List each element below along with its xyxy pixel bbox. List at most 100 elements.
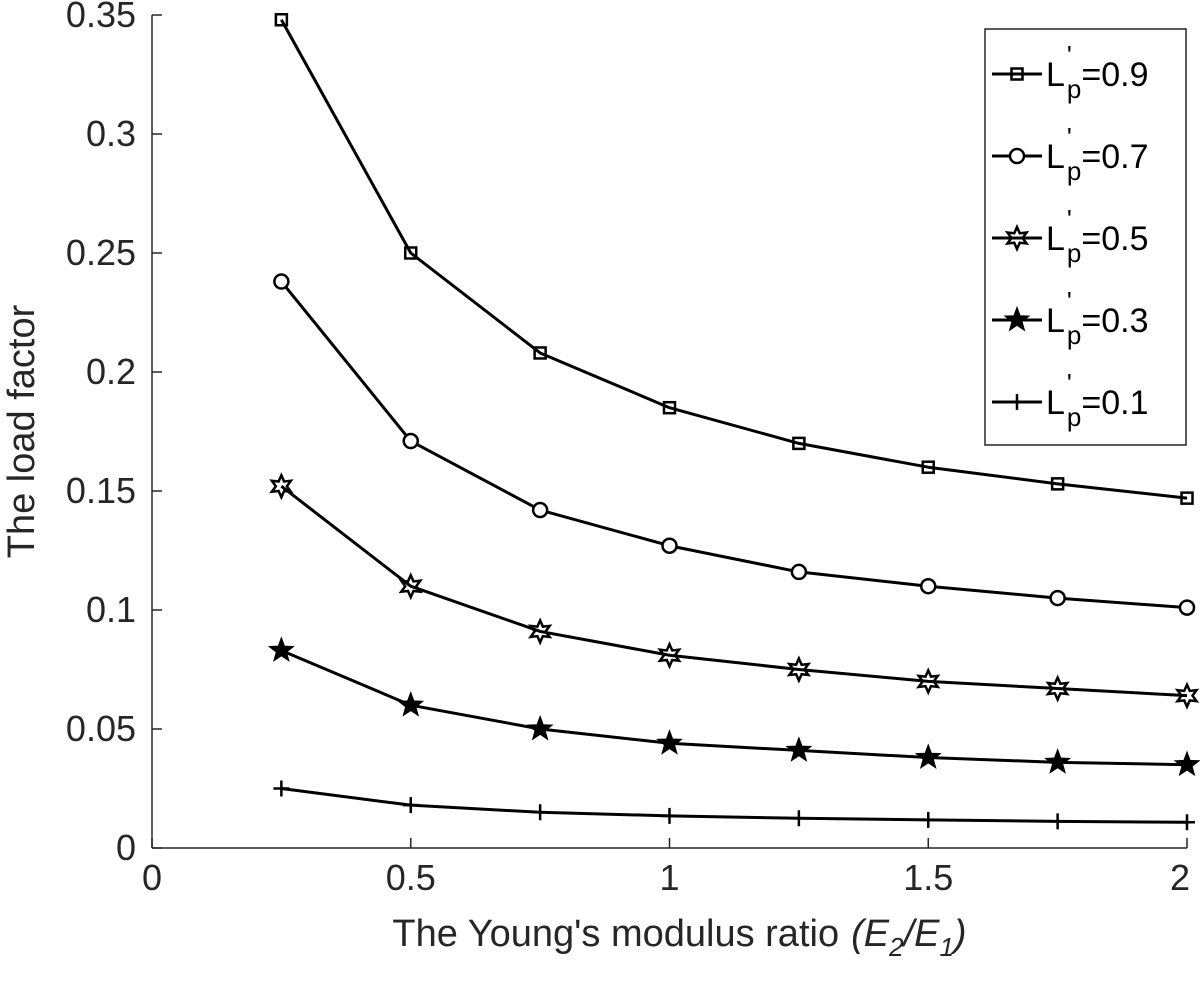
- data-point: [916, 667, 941, 696]
- data-point: [661, 807, 678, 824]
- data-point: [397, 691, 425, 717]
- data-point: [526, 714, 554, 741]
- legend: L' p=0.9L' p=0.7L' p=0.5L' p=0.3L' p=0.1: [984, 28, 1187, 446]
- data-point: [921, 460, 935, 474]
- series-markers: [267, 13, 1200, 831]
- data-point: [914, 743, 942, 770]
- data-point: [656, 729, 683, 755]
- legend-label-base: L: [1046, 384, 1065, 422]
- legend-label-sup: ': [1067, 122, 1072, 152]
- data-point: [786, 655, 812, 684]
- data-point: [1180, 491, 1194, 505]
- data-point: [273, 273, 290, 290]
- y-tick-label: 0: [116, 827, 136, 868]
- data-point: [920, 577, 937, 595]
- legend-entries: L' p=0.9L' p=0.7L' p=0.5L' p=0.3L' p=0.1: [992, 40, 1148, 432]
- legend-entry: L' p=0.5: [992, 204, 1148, 268]
- data-point: [531, 501, 549, 519]
- x-axis-title-sub1: 2: [888, 932, 904, 962]
- x-axis-title: The Young's modulus ratio (E2/E1): [392, 913, 966, 962]
- series-line: [280, 19, 1188, 500]
- legend-label-sub: p: [1067, 156, 1081, 186]
- data-point: [267, 636, 295, 662]
- legend-label-base: L: [1046, 56, 1065, 94]
- legend-label-value: =0.9: [1081, 56, 1148, 94]
- data-point: [533, 346, 547, 360]
- x-axis-title-open: (E: [851, 913, 890, 955]
- legend-label-sup: ': [1067, 368, 1072, 398]
- series-line: [280, 485, 1188, 698]
- legend-entry: L' p=0.3: [992, 286, 1148, 350]
- x-axis-title-sub2: 1: [939, 932, 953, 962]
- data-point: [1174, 681, 1200, 710]
- y-axis-title: The load factor: [1, 304, 43, 558]
- series-line: [280, 649, 1188, 767]
- legend-label: L' p=0.7: [1046, 122, 1148, 186]
- y-tick-label: 0.35: [66, 0, 136, 35]
- legend-label-sup: ': [1067, 286, 1072, 316]
- legend-label-base: L: [1046, 138, 1065, 176]
- legend-label: L' p=0.9: [1046, 40, 1148, 104]
- legend-label-base: L: [1046, 302, 1065, 340]
- legend-marker: [1009, 394, 1025, 410]
- data-point: [662, 400, 677, 415]
- legend-label-value: =0.7: [1081, 138, 1148, 176]
- series-line: [280, 280, 1188, 610]
- legend-entry: L' p=0.1: [992, 368, 1148, 432]
- legend-entry: L' p=0.7: [992, 122, 1148, 186]
- x-tick-label: 0: [142, 857, 162, 898]
- data-point: [532, 804, 549, 821]
- x-tick-label: 1.5: [903, 857, 953, 898]
- x-tick-label: 2: [1170, 857, 1190, 898]
- legend-label-sup: ': [1067, 40, 1072, 70]
- legend-marker: [1003, 305, 1031, 332]
- series-lines: [280, 19, 1188, 824]
- y-tick-label: 0.15: [66, 470, 136, 511]
- legend-label: L' p=0.1: [1046, 368, 1148, 432]
- legend-label-value: =0.3: [1081, 302, 1148, 340]
- x-ticks: 0 0.5 1 1.5 2: [142, 838, 1190, 898]
- data-point: [1178, 599, 1196, 616]
- data-point: [1044, 748, 1072, 774]
- data-point: [274, 13, 289, 27]
- legend-label-sup: ': [1067, 204, 1072, 234]
- legend-label-value: =0.1: [1081, 384, 1148, 422]
- series-line: [281, 787, 1188, 824]
- data-point: [785, 736, 813, 762]
- data-point: [1179, 814, 1195, 831]
- legend-label: L' p=0.5: [1046, 204, 1148, 268]
- legend-entry: L' p=0.9: [992, 40, 1148, 104]
- data-point: [920, 811, 937, 828]
- y-tick-label: 0.05: [66, 708, 136, 749]
- legend-label-sub: p: [1067, 238, 1081, 268]
- data-point: [661, 537, 678, 554]
- data-point: [1049, 589, 1066, 607]
- data-point: [1045, 674, 1070, 703]
- data-point: [1173, 750, 1200, 777]
- legend-marker: [1010, 67, 1024, 81]
- y-ticks: 0 0.05 0.1 0.15 0.2 0.25 0.3 0.35: [66, 0, 162, 868]
- data-point: [398, 572, 423, 601]
- x-axis-title-prefix: The Young's modulus ratio: [392, 913, 839, 955]
- y-tick-label: 0.2: [86, 351, 136, 392]
- legend-label: L' p=0.3: [1046, 286, 1148, 350]
- data-point: [1050, 477, 1065, 491]
- x-axis-title-close: ): [950, 913, 967, 955]
- x-axis-title-mid: /E: [901, 913, 941, 955]
- data-point: [657, 641, 682, 670]
- data-point: [273, 780, 290, 797]
- y-tick-label: 0.3: [86, 113, 136, 154]
- legend-label-sub: p: [1067, 402, 1081, 432]
- legend-marker: [1004, 223, 1030, 253]
- x-tick-label: 1: [659, 857, 679, 898]
- data-point: [790, 810, 807, 827]
- data-point: [404, 246, 418, 260]
- data-point: [792, 436, 806, 451]
- data-point: [1049, 813, 1066, 830]
- legend-marker: [1008, 147, 1026, 165]
- data-point: [269, 472, 294, 501]
- legend-label-sub: p: [1067, 320, 1081, 350]
- data-point: [527, 617, 553, 646]
- x-tick-label: 0.5: [386, 857, 436, 898]
